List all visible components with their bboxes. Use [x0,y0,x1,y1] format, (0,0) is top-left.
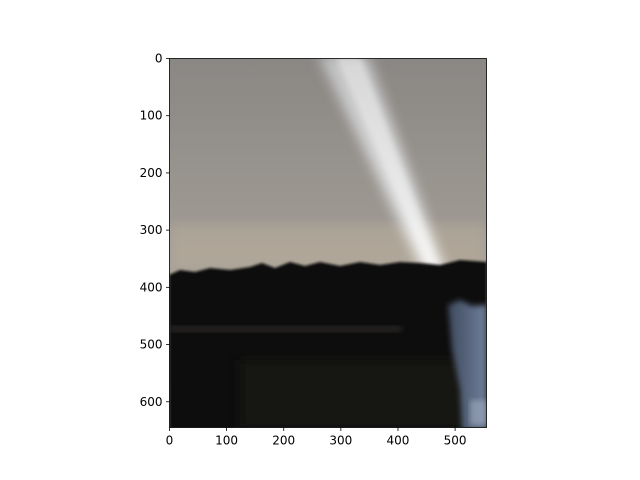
y-tick-label: 600 [140,395,163,409]
bluish-figure [448,300,487,428]
x-tick-label: 0 [166,434,174,448]
x-tick-label: 100 [215,434,238,448]
y-tick-label: 500 [140,338,163,352]
x-tick-label: 300 [329,434,352,448]
foreground-shadow [240,360,485,428]
y-tick-label: 0 [155,52,163,66]
x-axis-ticks: 0 100 200 300 400 500 [166,427,467,448]
y-tick-label: 300 [140,223,163,237]
x-tick-label: 500 [444,434,467,448]
foreground-streak [169,326,402,332]
y-axis-ticks: 0 100 200 300 400 500 600 [140,52,170,409]
x-tick-label: 400 [387,434,410,448]
figure-highlight [470,400,487,425]
y-tick-label: 200 [140,166,163,180]
photo-image [169,58,487,428]
searchlight-beam-core [336,58,452,302]
y-tick-label: 100 [140,109,163,123]
x-tick-label: 200 [272,434,295,448]
y-tick-label: 400 [140,280,163,294]
axes-frame [169,58,487,428]
